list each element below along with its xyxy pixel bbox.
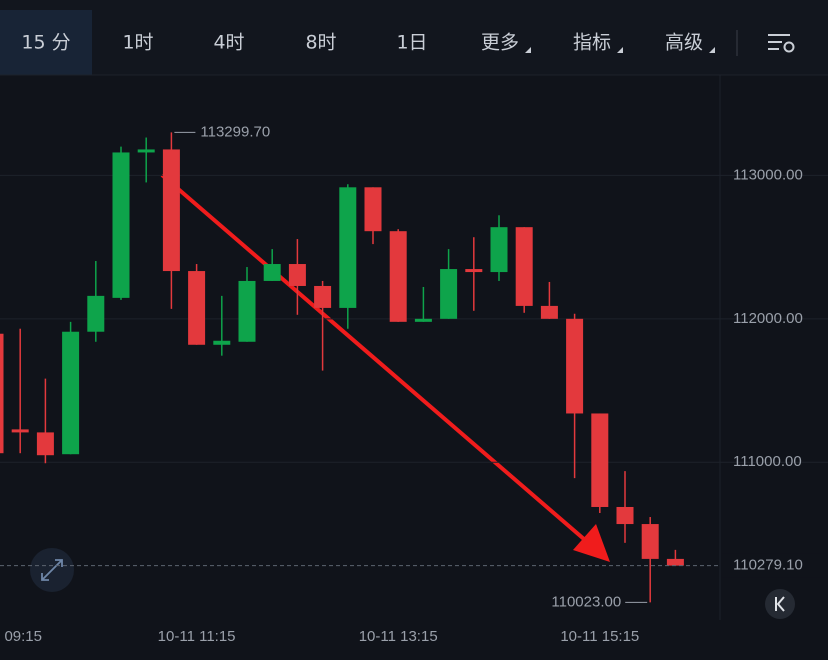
toolbar-tab[interactable]: 15 分 bbox=[21, 32, 70, 54]
candle-body bbox=[137, 149, 155, 153]
dropdown-caret bbox=[525, 47, 531, 53]
candle-body bbox=[465, 269, 483, 273]
y-tick-label: 113000.00 bbox=[733, 166, 803, 183]
candle-body bbox=[540, 305, 558, 319]
toolbar-tab[interactable]: 高级 bbox=[665, 32, 703, 54]
x-tick-label: 10-11 15:15 bbox=[560, 628, 639, 645]
y-tick-label: 111000.00 bbox=[733, 453, 802, 470]
candle-body bbox=[314, 285, 332, 308]
candle-body bbox=[11, 429, 29, 433]
candle-body bbox=[414, 318, 432, 322]
last-price-box bbox=[722, 553, 826, 578]
candle-body bbox=[238, 280, 256, 342]
candle-body bbox=[112, 152, 130, 298]
candle-body bbox=[389, 231, 407, 322]
y-tick-label: 112000.00 bbox=[733, 310, 803, 327]
dropdown-caret bbox=[617, 47, 623, 53]
x-tick-label: 09:15 bbox=[4, 628, 42, 645]
candle-body bbox=[666, 558, 684, 566]
toolbar-tab[interactable]: 1时 bbox=[122, 32, 153, 54]
candle-body bbox=[87, 295, 105, 332]
candle-body bbox=[62, 331, 80, 455]
toolbar-tab[interactable]: 指标 bbox=[573, 32, 611, 54]
candle-body bbox=[515, 227, 533, 306]
settings-icon[interactable] bbox=[768, 34, 795, 53]
toolbar-tab[interactable]: 1日 bbox=[396, 32, 427, 54]
candle-body bbox=[213, 340, 231, 345]
x-tick-label: 10-11 11:15 bbox=[158, 628, 236, 645]
candle-body bbox=[288, 264, 306, 286]
candle-body bbox=[490, 227, 508, 273]
candle-body bbox=[591, 413, 609, 507]
candle-body bbox=[162, 149, 180, 272]
toolbar bbox=[0, 0, 828, 75]
dropdown-caret bbox=[709, 47, 715, 53]
toolbar-tab[interactable]: 8时 bbox=[305, 32, 336, 54]
candle-body bbox=[339, 187, 357, 308]
low-label: 110023.00 bbox=[551, 593, 621, 610]
high-label: 113299.70 bbox=[200, 123, 270, 140]
candle-body bbox=[188, 271, 206, 345]
active-tab-bg bbox=[0, 10, 92, 75]
toolbar-tab[interactable]: 更多 bbox=[481, 32, 519, 54]
candle-body bbox=[36, 432, 54, 456]
expand-button[interactable] bbox=[30, 548, 74, 592]
candle-body bbox=[641, 524, 659, 559]
toolbar-tab[interactable]: 4时 bbox=[213, 32, 244, 54]
candle-body bbox=[440, 269, 458, 319]
candle-body bbox=[566, 318, 584, 414]
candle-body bbox=[263, 264, 281, 281]
candle-body bbox=[616, 506, 634, 525]
x-tick-label: 10-11 13:15 bbox=[359, 628, 438, 645]
scroll-latest-button[interactable] bbox=[765, 589, 795, 619]
candle-body bbox=[0, 333, 4, 454]
last-price-label: 110279.10 bbox=[733, 557, 803, 574]
candle-body bbox=[364, 187, 382, 232]
trend-arrow bbox=[160, 173, 610, 562]
